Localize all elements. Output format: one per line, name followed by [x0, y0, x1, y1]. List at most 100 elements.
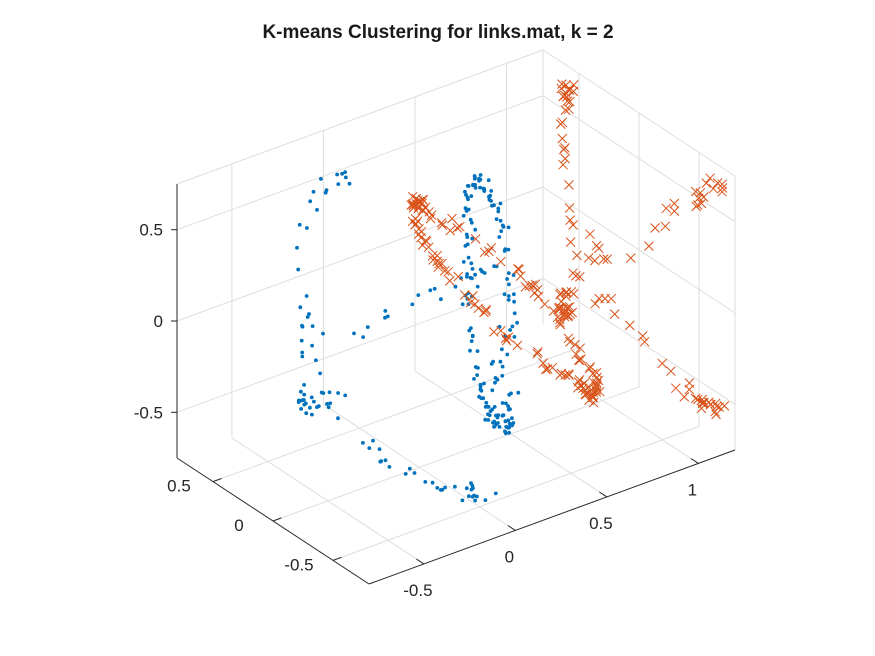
cluster-1-point	[493, 380, 497, 385]
cluster-2-point	[560, 153, 571, 164]
cluster-1-point	[387, 465, 392, 469]
cluster-2-point	[602, 254, 613, 264]
cluster-1-point	[483, 405, 488, 409]
y-tick-label: -0.5	[284, 555, 313, 574]
cluster-2-point	[566, 286, 577, 297]
cluster-1-point	[463, 189, 467, 194]
cluster-2-point	[572, 250, 582, 261]
cluster-1-point	[304, 294, 309, 298]
cluster-1-point	[500, 401, 505, 405]
cluster-1-point	[412, 471, 417, 475]
cluster-1-point	[296, 267, 301, 272]
grid-line	[176, 186, 544, 322]
cluster-1-point	[297, 398, 301, 403]
cluster-1-point	[492, 264, 496, 268]
cluster-1-point	[492, 424, 497, 429]
cluster-1-point	[473, 186, 478, 190]
cluster-1-point	[486, 418, 491, 422]
cluster-1-point	[508, 407, 512, 411]
cluster-2-point	[657, 358, 668, 369]
cluster-1-point	[484, 400, 489, 405]
cluster-2-point	[512, 340, 523, 351]
grid-line	[272, 386, 640, 522]
cluster-1-point	[506, 271, 511, 275]
cluster-1-point	[478, 173, 483, 177]
cluster-1-point	[416, 293, 421, 297]
cluster-2-point	[408, 199, 418, 209]
cluster-1-point	[319, 177, 323, 181]
chart-title: K-means Clustering for links.mat, k = 2	[262, 22, 613, 43]
cluster-1-point	[467, 328, 472, 333]
cluster-1-point	[512, 292, 516, 297]
cluster-1-point	[469, 481, 473, 486]
cluster-1-point	[477, 178, 481, 183]
cluster-1-point	[500, 373, 505, 378]
cluster-2-point	[669, 206, 680, 216]
cluster-1-point	[465, 184, 470, 188]
cluster-1-point	[297, 222, 302, 227]
cluster-1-point	[507, 430, 511, 435]
cluster-1-point	[308, 199, 313, 204]
cluster-1-point	[466, 197, 470, 202]
cluster-2-point	[650, 223, 660, 233]
cluster-1-point	[495, 415, 500, 420]
cluster-1-point	[461, 260, 466, 264]
cluster-1-point	[310, 412, 314, 417]
cluster-2-point	[486, 242, 497, 253]
cluster-2-point	[459, 290, 470, 300]
cluster-1-point	[304, 411, 309, 416]
cluster-2-point	[425, 213, 436, 224]
cluster-1-point	[507, 282, 511, 287]
cluster-1-point	[469, 261, 474, 266]
cluster-2-point	[555, 119, 566, 129]
cluster-1-point	[483, 498, 488, 502]
cluster-1-point	[361, 441, 365, 445]
cluster-1-point	[516, 390, 521, 395]
x-tick-mark	[416, 558, 425, 565]
cluster-1-point	[499, 229, 504, 234]
cluster-2-point	[453, 271, 464, 282]
cluster-1-point	[473, 227, 478, 232]
cluster-2-point	[417, 198, 427, 209]
cluster-2-point	[637, 331, 648, 341]
cluster-1-point	[506, 298, 511, 302]
cluster-1-point	[377, 447, 382, 451]
cluster-1-point	[383, 458, 388, 463]
cluster-2-point	[584, 395, 594, 405]
cluster-1-point	[494, 217, 499, 222]
cluster-1-point	[470, 276, 474, 281]
cluster-2-point	[413, 203, 424, 214]
cluster-1-point	[487, 413, 492, 418]
cluster-2-point	[588, 397, 599, 408]
cluster-1-point	[489, 199, 493, 203]
cluster-2-point	[515, 271, 526, 281]
cluster-1-point	[515, 320, 519, 325]
cluster-1-point	[430, 480, 435, 485]
cluster-2-point	[705, 399, 716, 410]
cluster-2-point	[470, 234, 481, 244]
cluster-1-point	[507, 392, 512, 397]
x-tick-label: 1	[688, 480, 697, 499]
cluster-1-point	[497, 425, 502, 429]
cluster-2-point	[421, 236, 432, 247]
cluster-1-point	[465, 272, 469, 276]
cluster-2-point	[575, 343, 586, 354]
cluster-2-point	[690, 186, 701, 197]
cluster-2-point	[661, 203, 672, 214]
cluster-1-point	[479, 396, 484, 400]
cluster-1-point	[475, 284, 480, 289]
x-axis-line	[368, 449, 736, 585]
cluster-2-point	[560, 370, 571, 380]
cluster-2-point	[473, 303, 484, 314]
cluster-1-point	[469, 220, 474, 225]
cluster-2-point	[708, 183, 719, 194]
cluster-1-point	[410, 302, 415, 307]
cluster-1-point	[469, 194, 474, 199]
cluster-1-point	[460, 498, 465, 503]
cluster-1-point	[469, 339, 474, 343]
cluster-2-point	[514, 264, 524, 275]
cluster-1-point	[300, 350, 305, 355]
box-edge	[176, 49, 544, 185]
cluster-1-point	[508, 328, 512, 332]
